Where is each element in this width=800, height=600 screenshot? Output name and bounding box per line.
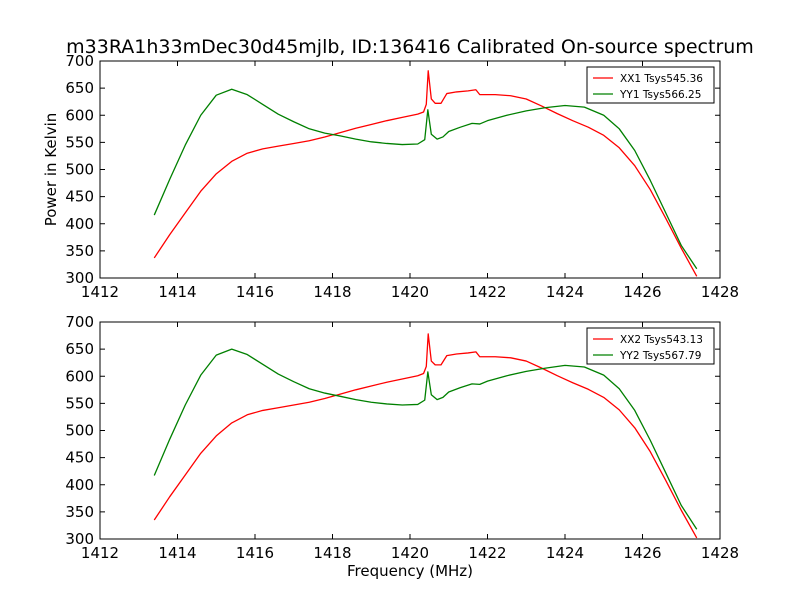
legend-box bbox=[586, 66, 715, 104]
x-tick-label: 1420 bbox=[391, 544, 429, 562]
x-tick-label: 1428 bbox=[701, 283, 739, 301]
legend: XX1 Tsys545.36 YY1 Tsys566.25 bbox=[586, 66, 715, 104]
legend-label: YY1 Tsys566.25 bbox=[619, 89, 701, 101]
y-axis-label: Power in Kelvin bbox=[42, 113, 60, 227]
y-tick-label: 700 bbox=[65, 52, 94, 70]
top-panel: 1412 1414 1416 1418 1420 1422 1424 1426 1428 300 3… bbox=[42, 52, 739, 301]
y-tick-label: 550 bbox=[65, 133, 94, 151]
legend: XX2 Tsys543.13 YY2 Tsys567.79 bbox=[586, 327, 715, 365]
x-tick-label: 1424 bbox=[546, 544, 584, 562]
figure-title: m33RA1h33mDec30d45mjlb, ID:136416 Calibr… bbox=[66, 36, 754, 58]
y-tick-label: 400 bbox=[65, 215, 94, 233]
x-tick-label: 1412 bbox=[81, 544, 119, 562]
y-tick-label: 450 bbox=[65, 188, 94, 206]
x-tick-label: 1422 bbox=[468, 283, 506, 301]
series-line-2 bbox=[153, 348, 698, 530]
x-tick-label: 1418 bbox=[313, 544, 351, 562]
legend-box bbox=[586, 327, 715, 365]
series-line-1 bbox=[153, 70, 698, 277]
x-tick-label: 1426 bbox=[623, 283, 661, 301]
legend-label: XX1 Tsys545.36 bbox=[620, 73, 703, 85]
y-tick-label: 600 bbox=[65, 367, 94, 385]
legend-label: YY2 Tsys567.79 bbox=[619, 350, 701, 362]
y-tick-label: 550 bbox=[65, 394, 94, 412]
y-tick-label: 500 bbox=[65, 422, 94, 440]
series-line-2 bbox=[153, 88, 698, 270]
y-tick-label: 300 bbox=[65, 530, 94, 548]
y-tick-label: 350 bbox=[65, 242, 94, 260]
y-tick-label: 400 bbox=[65, 476, 94, 494]
x-axis-label: Frequency (MHz) bbox=[347, 562, 473, 580]
y-tick-label: 450 bbox=[65, 449, 94, 467]
x-tick-label: 1424 bbox=[546, 283, 584, 301]
x-tick-label: 1426 bbox=[623, 544, 661, 562]
x-tick-label: 1420 bbox=[391, 283, 429, 301]
y-tick-label: 500 bbox=[65, 161, 94, 179]
y-tick-label: 650 bbox=[65, 340, 94, 358]
y-tick-label: 650 bbox=[65, 79, 94, 97]
x-tick-label: 1428 bbox=[701, 544, 739, 562]
y-tick-label: 350 bbox=[65, 503, 94, 521]
x-tick-label: 1414 bbox=[158, 544, 196, 562]
legend-label: XX2 Tsys543.13 bbox=[620, 334, 703, 346]
x-tick-label: 1412 bbox=[81, 283, 119, 301]
x-tick-label: 1418 bbox=[313, 283, 351, 301]
x-tick-label: 1416 bbox=[236, 544, 274, 562]
y-tick-label: 700 bbox=[65, 313, 94, 331]
x-tick-label: 1414 bbox=[158, 283, 196, 301]
y-tick-label: 300 bbox=[65, 269, 94, 287]
series-line-1 bbox=[153, 333, 698, 539]
x-tick-label: 1416 bbox=[236, 283, 274, 301]
x-tick-label: 1422 bbox=[468, 544, 506, 562]
bottom-panel: 1412 1414 1416 1418 1420 1422 1424 1426 1428 300 3… bbox=[65, 313, 739, 580]
y-tick-label: 600 bbox=[65, 106, 94, 124]
